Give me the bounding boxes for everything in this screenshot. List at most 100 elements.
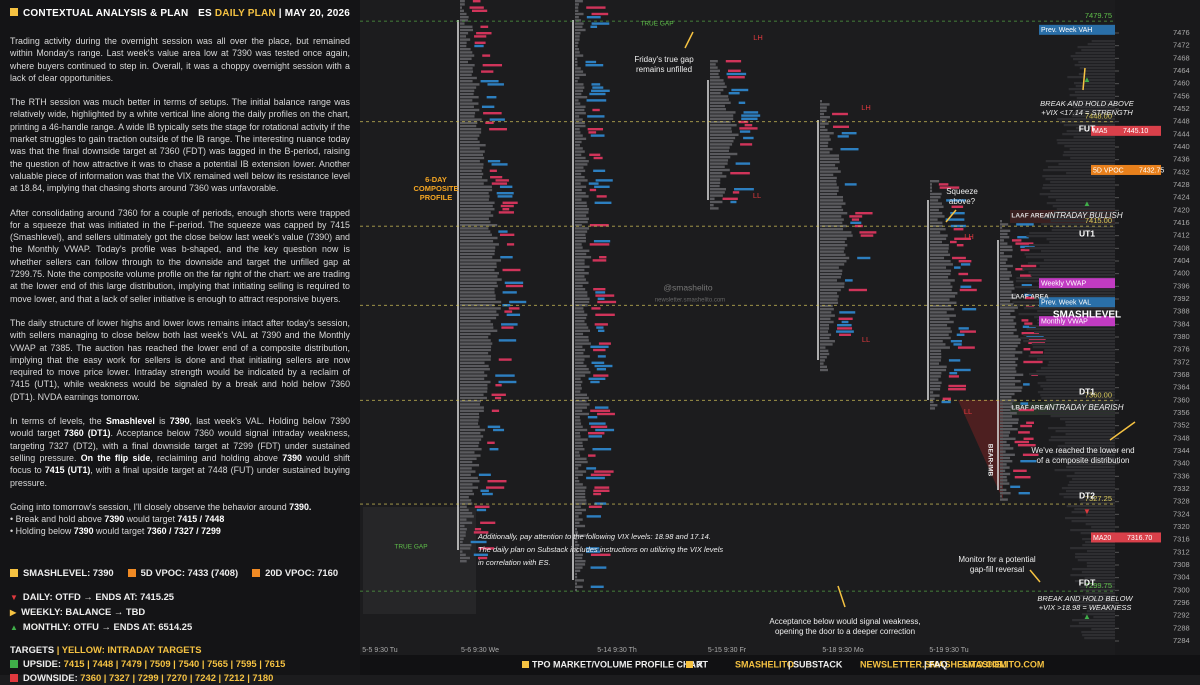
y-tick-label: 7376 [1173, 345, 1190, 354]
y-tick-label: 7304 [1173, 573, 1190, 582]
profile-decor [1000, 488, 1007, 492]
profile-decor [820, 176, 837, 180]
volume-decor [1050, 436, 1115, 439]
profile-decor [1021, 319, 1029, 322]
profile-decor [710, 76, 720, 79]
profile-decor [493, 428, 505, 432]
volume-decor [1082, 544, 1115, 547]
profile-decor [460, 505, 467, 508]
profile-decor [710, 188, 727, 191]
profile-decor [460, 377, 485, 380]
profile-decor [820, 141, 829, 144]
y-tick-label: 7328 [1173, 497, 1190, 506]
profile-decor [460, 380, 491, 384]
profile-decor [575, 544, 580, 547]
profile-decor [460, 496, 469, 499]
profile-decor [460, 547, 471, 550]
profile-decor [941, 400, 951, 404]
profile-decor [710, 184, 720, 188]
profile-decor [731, 88, 749, 92]
profile-decor [460, 489, 473, 492]
annotation: +VIX <17.14 = STRENGTH [1041, 108, 1133, 117]
annotation: gap-fill reversal [970, 565, 1024, 574]
profile-decor [590, 134, 605, 137]
profile-decor [460, 371, 485, 374]
profile-decor [575, 374, 586, 377]
profile-decor [460, 278, 502, 281]
volume-decor [1059, 403, 1115, 406]
volume-decor [1066, 172, 1115, 175]
profile-decor [710, 136, 736, 140]
volume-decor [1055, 199, 1115, 202]
profile-decor [930, 189, 933, 192]
profile-decor [460, 419, 479, 422]
profile-decor [460, 297, 496, 300]
profile-decor [710, 175, 727, 178]
profile-decor [480, 489, 489, 492]
profile-decor [460, 323, 494, 326]
volume-decor [1081, 631, 1115, 634]
profile-decor [590, 566, 607, 569]
profile-decor [460, 147, 480, 150]
y-tick-label: 7420 [1173, 205, 1190, 214]
profile-decor [575, 416, 580, 419]
profile-decor [575, 537, 578, 540]
profile-decor [930, 180, 940, 183]
profile-decor [710, 191, 725, 194]
volume-decor [1065, 433, 1115, 436]
profile-decor [460, 348, 491, 352]
profile-decor [743, 111, 759, 114]
profile-decor [930, 208, 939, 212]
profile-decor [575, 6, 579, 9]
profile-decor [575, 294, 588, 297]
profile-decor [930, 276, 949, 279]
profile-decor [820, 221, 843, 224]
volume-decor [1075, 52, 1115, 55]
profile-decor [820, 112, 825, 116]
profile-decor [1021, 332, 1040, 335]
profile-decor [1000, 421, 1019, 424]
profile-decor [593, 489, 610, 492]
profile-decor [930, 375, 941, 378]
profile-decor [575, 304, 588, 307]
profile-decor [460, 345, 492, 348]
profile-decor [1015, 268, 1025, 271]
volume-decor [1065, 421, 1115, 424]
profile-decor [951, 205, 964, 208]
profile-decor [820, 215, 842, 218]
profile-decor [460, 262, 497, 265]
profile-decor [954, 237, 972, 240]
profile-decor [930, 256, 945, 260]
profile-decor [837, 327, 853, 330]
profile-decor [575, 240, 586, 243]
downside-row: DOWNSIDE: 7360 | 7327 | 7299 | 7270 | 72… [10, 671, 355, 685]
profile-decor [820, 247, 845, 250]
profile-decor [820, 183, 837, 186]
annotation: COMPOSITE [413, 184, 458, 193]
profile-decor [460, 217, 489, 220]
profile-decor [593, 492, 602, 496]
volume-decor [1091, 628, 1115, 631]
x-tick-label: 5-14 9:30 Th [597, 647, 637, 654]
profile-decor [710, 146, 730, 149]
profile-decor [498, 230, 508, 233]
profile-decor [956, 244, 964, 247]
profile-decor [1000, 280, 1014, 284]
profile-decor [575, 524, 586, 528]
volume-decor [1079, 586, 1115, 589]
volume-decor [1070, 547, 1115, 550]
profile-decor [575, 425, 583, 428]
profile-decor [1030, 351, 1043, 354]
profile-decor [483, 112, 502, 115]
profile-decor [820, 164, 836, 167]
volume-decor [1051, 229, 1115, 232]
profile-decor [482, 54, 491, 57]
profile-decor [575, 137, 587, 140]
paragraph: After consolidating around 7360 for a co… [10, 207, 350, 305]
profile-decor [1000, 226, 1003, 229]
profile-decor [460, 512, 473, 515]
profile-decor [595, 313, 615, 316]
profile-decor [460, 211, 491, 214]
profile-decor [575, 32, 581, 35]
profile-decor [596, 195, 607, 198]
